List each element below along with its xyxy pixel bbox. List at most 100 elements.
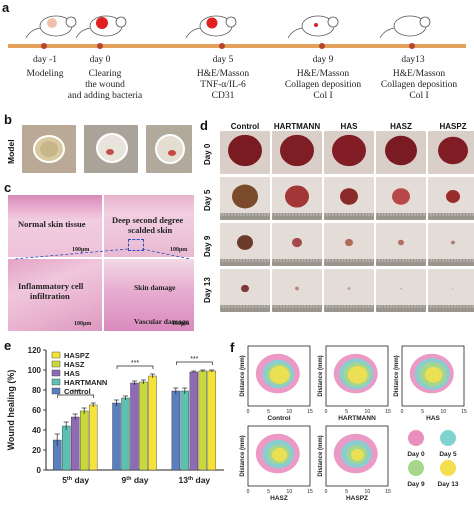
wound-photo [428,177,474,220]
bar [70,416,80,471]
bar [61,425,71,471]
trace-tick-label: 10 [287,409,293,415]
bar [121,397,130,471]
trace-tick-label: 15 [461,409,467,415]
wound-photo [376,269,426,312]
bar [198,370,208,471]
bar [207,370,217,471]
bar [88,404,98,471]
bar [148,375,157,471]
mouse-icon [287,15,339,39]
legend-label: Day 13 [438,481,459,488]
trace-tick-label: 10 [365,409,371,415]
y-tick-label: 60 [32,406,41,415]
trace-tick-label: 5 [421,409,424,415]
bar [180,390,190,471]
wound-trace [271,447,288,462]
wound-photo [272,131,322,174]
timeline-desc: the wound [85,80,125,90]
significance-bracket [175,361,213,365]
panel-label-c: c [4,180,12,195]
trace-y-label: Distance (mm) [240,435,246,476]
timeline-day: day -1 [32,55,57,65]
trace-tick-label: 15 [307,409,313,415]
model-photo [146,125,192,173]
histology-label-deep: scalded skin [128,225,173,235]
mouse-icon [379,15,431,39]
trace-tick-label: 5 [345,409,348,415]
wound-trace [347,365,368,384]
legend-swatch [51,369,61,377]
trace-panel-title: HASZ [270,495,288,502]
wound-photo [324,223,374,266]
x-tick-label: 9th day [122,475,149,485]
timeline-desc: H&E/Masson [296,69,350,79]
histology-label-deep: Deep second degree [112,215,184,225]
wound-photo [376,223,426,266]
panel-label-e: e [4,338,12,353]
y-axis-title: Wound healing (%) [6,370,16,451]
scale-bar-label: 100μm [170,247,188,253]
scale-bar-label: 100μm [74,321,92,327]
histology-scalded-image: Deep second degree scalded skin 100μm [104,195,194,257]
mouse-icon [25,15,77,39]
trace-tick-label: 0 [325,489,328,495]
timeline-desc: Clearing [88,69,122,79]
significance-bracket [57,394,95,398]
trace-tick-label: 5 [345,489,348,495]
bar [130,382,139,471]
significance-marker: *** [131,360,139,367]
wound-photo [376,177,426,220]
histology-normal-image: Normal skin tissue 100μm [8,195,102,257]
panel-label-f: f [230,340,235,355]
trace-tick-label: 15 [385,489,391,495]
histology-label-skin-damage: Skin damage [134,283,176,292]
y-tick-label: 40 [32,426,41,435]
legend-dot [440,460,456,476]
timeline-dot [41,43,47,49]
photo-column-header: Control [230,122,260,131]
timeline-desc: and adding bacteria [67,91,143,101]
wound-photo [324,269,374,312]
wound-trace [269,365,290,384]
y-tick-label: 120 [28,346,42,355]
histology-label-vascular: Vascular damage [134,317,189,326]
timeline-day: day 5 [212,55,234,65]
zoom-box [128,239,144,251]
photo-row-header: Day 0 [203,143,212,165]
wound-photo [220,269,270,312]
bar [171,390,181,471]
legend-dot [440,430,456,446]
y-tick-label: 80 [32,386,41,395]
y-tick-label: 0 [37,466,42,475]
histology-label-normal: Normal skin tissue [18,219,86,229]
trace-panel-title: HAS [426,415,440,422]
significance-marker: *** [190,356,198,363]
photo-column-header: HAS [340,122,358,131]
mouse-icon [75,15,127,39]
timeline-desc: Col I [313,91,333,101]
legend-label: Day 9 [407,481,425,488]
bar [79,410,89,471]
trace-y-label: Distance (mm) [394,355,400,396]
legend-label: Day 0 [407,451,425,458]
legend-swatch [51,360,61,368]
bar [189,371,199,471]
photo-row-header: Day 13 [203,276,212,303]
trace-tick-label: 0 [247,409,250,415]
timeline-desc: Col I [409,91,429,101]
legend-swatch [51,351,61,359]
bar [139,381,148,471]
panel-label-a: a [2,0,10,15]
wound-trace-panels: 0 5 10 15 Control Distance (mm) 0 5 10 15 HARTMANN… [240,345,467,502]
trace-y-label: Distance (mm) [318,435,324,476]
x-tick-label: 13th day [178,475,210,485]
significance-marker: *** [72,389,80,396]
wound-photo [428,269,474,312]
wound-trace [424,366,443,383]
photo-row-header: Day 9 [203,235,212,257]
wound-photo [272,223,322,266]
trace-tick-label: 10 [287,489,293,495]
histology-label-inflammation: infiltration [30,291,70,301]
trace-panel-title: HARTMANN [338,415,376,422]
